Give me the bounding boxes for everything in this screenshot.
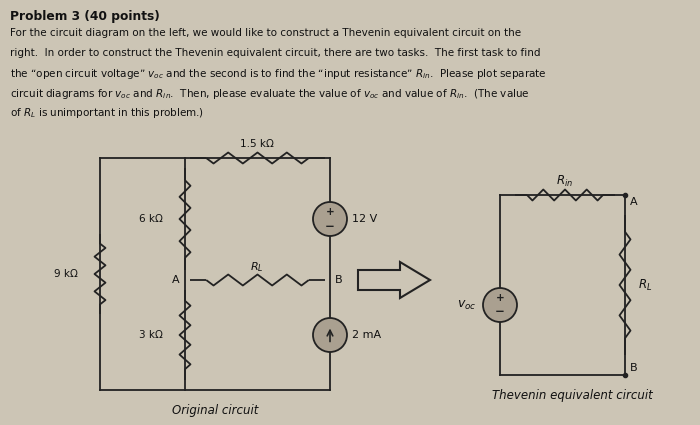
Text: 12 V: 12 V (352, 214, 377, 224)
Text: A: A (630, 197, 638, 207)
Text: −: − (495, 306, 505, 318)
Text: −: − (325, 219, 335, 232)
Circle shape (483, 288, 517, 322)
Text: For the circuit diagram on the left, we would like to construct a Thevenin equiv: For the circuit diagram on the left, we … (10, 28, 521, 38)
Text: +: + (326, 207, 335, 217)
Circle shape (313, 202, 347, 236)
Text: A: A (172, 275, 180, 285)
Text: +: + (496, 293, 505, 303)
Text: B: B (630, 363, 638, 373)
Polygon shape (358, 262, 430, 298)
Text: the “open circuit voltage” $v_{oc}$ and the second is to find the “input resista: the “open circuit voltage” $v_{oc}$ and … (10, 67, 547, 81)
Text: $R_L$: $R_L$ (250, 260, 264, 274)
Text: 9 kΩ: 9 kΩ (54, 269, 78, 279)
Text: circuit diagrams for $v_{oc}$ and $R_{in}$.  Then, please evaluate the value of : circuit diagrams for $v_{oc}$ and $R_{in… (10, 87, 530, 100)
Text: Problem 3 (40 points): Problem 3 (40 points) (10, 10, 160, 23)
Text: of $R_L$ is unimportant in this problem.): of $R_L$ is unimportant in this problem.… (10, 106, 204, 120)
Text: 3 kΩ: 3 kΩ (139, 330, 163, 340)
Text: $R_{in}$: $R_{in}$ (556, 173, 573, 189)
Text: 1.5 kΩ: 1.5 kΩ (240, 139, 274, 149)
Text: B: B (335, 275, 342, 285)
Text: right.  In order to construct the Thevenin equivalent circuit, there are two tas: right. In order to construct the Theveni… (10, 48, 540, 57)
Text: Original circuit: Original circuit (172, 404, 258, 417)
Text: 2 mA: 2 mA (352, 330, 381, 340)
Text: 6 kΩ: 6 kΩ (139, 214, 163, 224)
Text: $R_L$: $R_L$ (638, 278, 652, 292)
Text: Thevenin equivalent circuit: Thevenin equivalent circuit (491, 389, 652, 402)
Circle shape (313, 318, 347, 352)
Text: $v_{oc}$: $v_{oc}$ (456, 298, 476, 312)
